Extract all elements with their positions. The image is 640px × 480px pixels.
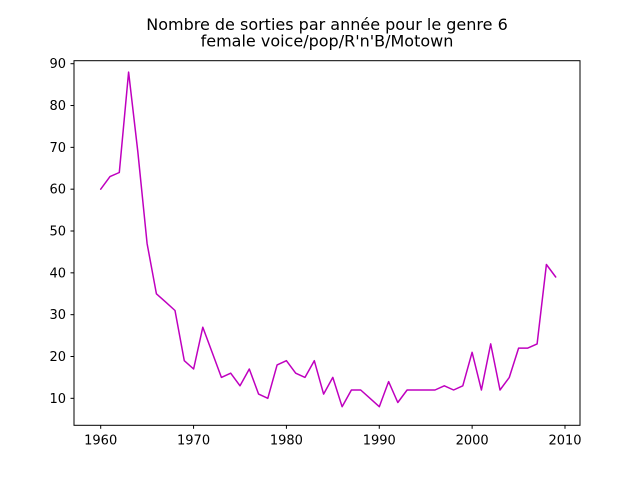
y-tick-label: 90 (49, 57, 66, 72)
x-tick-label: 2010 (548, 433, 581, 448)
x-tick-label: 1980 (270, 433, 303, 448)
y-tick-label: 50 (49, 225, 66, 240)
y-tick-label: 10 (49, 392, 66, 407)
y-axis: 10 20 30 40 50 60 70 80 90 (49, 57, 74, 407)
chart-title-line2: female voice/pop/R'n'B/Motown (201, 32, 454, 51)
x-tick-label: 1970 (177, 433, 210, 448)
series-line (99, 71, 557, 408)
y-tick-label: 20 (49, 350, 66, 365)
x-tick-label: 1960 (84, 433, 117, 448)
y-tick-label: 30 (49, 308, 66, 323)
plot-area (74, 60, 580, 426)
y-tick-label: 40 (49, 266, 66, 281)
y-tick-label: 70 (49, 141, 66, 156)
y-tick-label: 60 (49, 183, 66, 198)
axes-frame (73, 60, 581, 426)
x-tick-label: 2000 (456, 433, 489, 448)
x-tick-label: 1990 (363, 433, 396, 448)
chart-title-line1: Nombre de sorties par année pour le genr… (146, 15, 508, 34)
y-tick-label: 80 (49, 99, 66, 114)
x-axis: 1960 1970 1980 1990 2000 2010 (84, 425, 582, 448)
